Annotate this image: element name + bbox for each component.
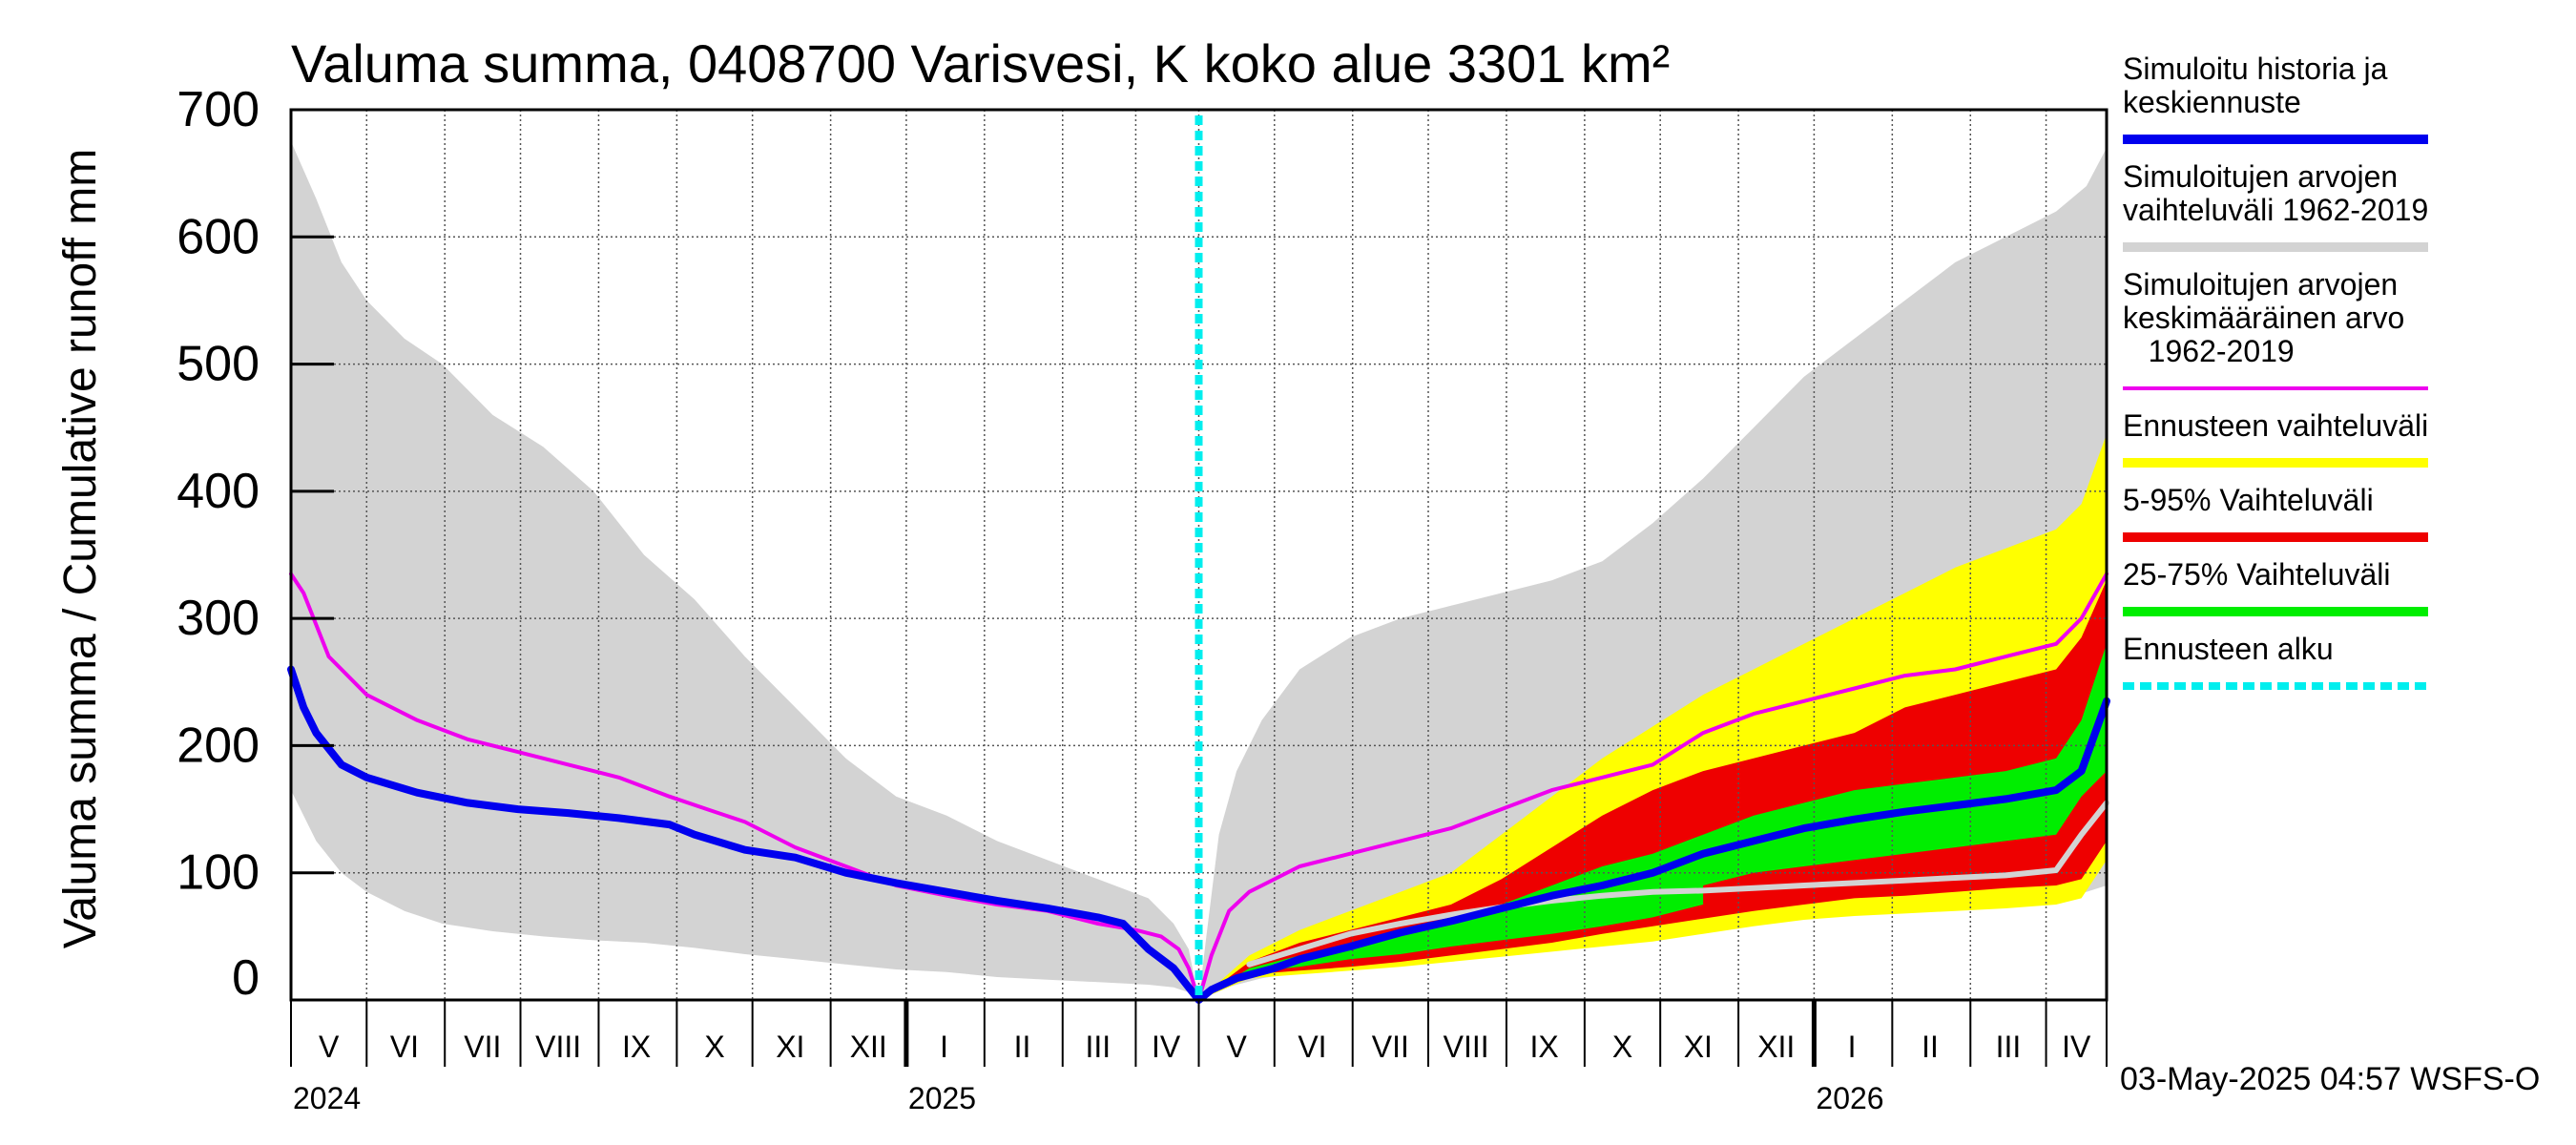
x-month-label-16: IX <box>1529 1030 1558 1064</box>
x-month-label-3: VIII <box>535 1030 581 1064</box>
legend-label-1-line-1: vaihteluväli 1962-2019 <box>2123 193 2428 227</box>
y-tick-label-0: 0 <box>232 950 260 1006</box>
chart-title: Valuma summa, 0408700 Varisvesi, K koko … <box>291 33 1670 94</box>
x-month-label-13: VI <box>1298 1030 1326 1064</box>
x-year-label-2026: 2026 <box>1816 1081 1883 1115</box>
x-month-label-2: VII <box>464 1030 501 1064</box>
y-tick-label-700: 700 <box>177 82 260 137</box>
legend-label-5-line-0: 25-75% Vaihteluväli <box>2123 557 2390 592</box>
x-month-label-6: XI <box>776 1030 804 1064</box>
x-month-label-19: XII <box>1757 1030 1795 1064</box>
legend-label-3-line-0: Ennusteen vaihteluväli <box>2123 408 2428 443</box>
legend-label-4-line-0: 5-95% Vaihteluväli <box>2123 483 2374 517</box>
footer-timestamp: 03-May-2025 04:57 WSFS-O <box>2120 1061 2540 1097</box>
x-month-label-10: III <box>1085 1030 1111 1064</box>
band-p5_95 <box>1198 580 2107 1000</box>
x-month-label-12: V <box>1226 1030 1247 1064</box>
x-month-label-22: III <box>1996 1030 2022 1064</box>
legend-label-2-line-1: keskimääräinen arvo <box>2123 301 2404 335</box>
legend-label-0-line-1: keskiennuste <box>2123 85 2301 119</box>
x-month-label-0: V <box>319 1030 340 1064</box>
x-year-label-2024: 2024 <box>293 1081 361 1115</box>
x-month-label-18: XI <box>1684 1030 1713 1064</box>
x-month-label-20: I <box>1848 1030 1857 1064</box>
grid-layer <box>291 110 2107 1000</box>
y-tick-label-500: 500 <box>177 337 260 392</box>
overlay-layer <box>287 115 2110 1004</box>
x-month-label-9: II <box>1014 1030 1031 1064</box>
y-tick-label-200: 200 <box>177 718 260 773</box>
x-month-label-4: IX <box>622 1030 651 1064</box>
x-month-label-14: VII <box>1372 1030 1409 1064</box>
legend-label-6-line-0: Ennusteen alku <box>2123 632 2334 666</box>
line-simulated <box>287 665 2110 1004</box>
x-axis: V VI VII VIII IX X XI XII I II III IV V VI VII VIII IX X X… <box>290 1000 2108 1115</box>
x-year-label-2025: 2025 <box>908 1081 976 1115</box>
x-month-label-23: IV <box>2062 1030 2091 1064</box>
legend-label-2-line-2: 1962-2019 <box>2123 334 2295 368</box>
x-month-label-11: IV <box>1152 1030 1181 1064</box>
x-month-label-7: XII <box>850 1030 887 1064</box>
band-p5_95_lower_blob <box>1703 771 2107 905</box>
x-month-label-17: X <box>1612 1030 1632 1064</box>
y-tick-label-300: 300 <box>177 591 260 646</box>
series-layer <box>291 141 2107 1001</box>
band-hist_range <box>291 141 1199 1001</box>
x-month-label-1: VI <box>390 1030 419 1064</box>
x-month-label-15: VIII <box>1444 1030 1489 1064</box>
y-axis: 0 100 200 300 400 500 600 700 <box>177 82 334 1006</box>
legend-label-2-line-0: Simuloitujen arvojen <box>2123 267 2398 302</box>
legend-label-0-line-0: Simuloitu historia ja <box>2123 52 2388 86</box>
y-tick-label-100: 100 <box>177 845 260 901</box>
x-month-label-5: X <box>704 1030 724 1064</box>
x-month-label-21: II <box>1922 1030 1939 1064</box>
y-axis-label: Valuma summa / Cumulative runoff mm <box>55 149 106 949</box>
y-tick-label-600: 600 <box>177 209 260 264</box>
plot-area <box>287 108 2110 1004</box>
legend-label-1-line-0: Simuloitujen arvojen <box>2123 159 2398 194</box>
x-month-label-8: I <box>940 1030 948 1064</box>
line-hist_mean <box>289 572 2109 1002</box>
line-forecast_mean_grey <box>1246 800 2109 968</box>
y-tick-label-400: 400 <box>177 464 260 519</box>
